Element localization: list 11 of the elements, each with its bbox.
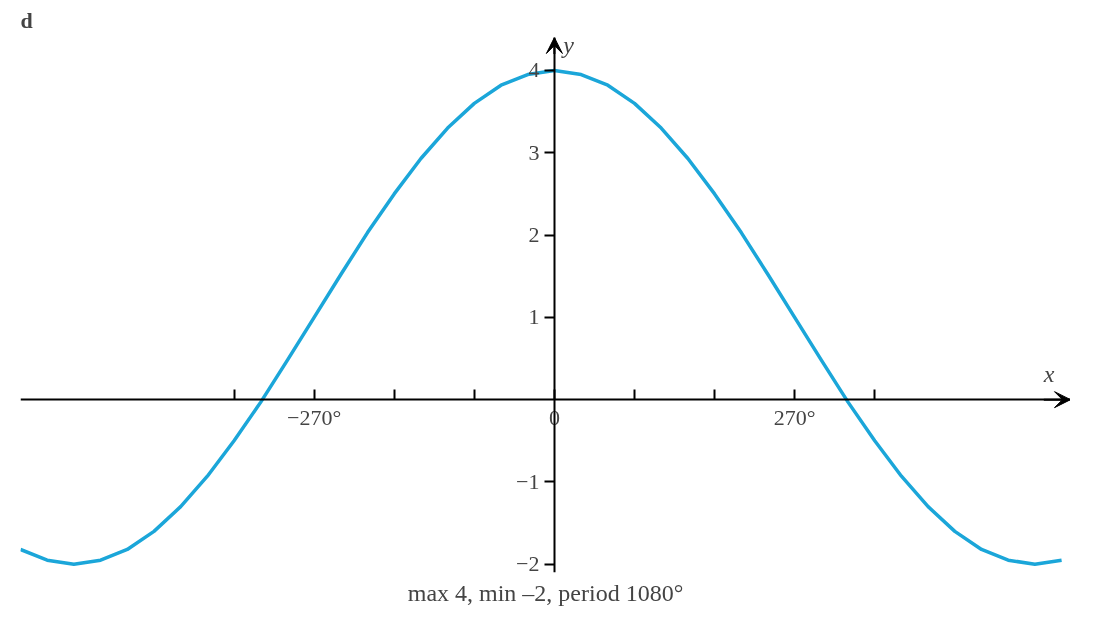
y-tick-label: −1 (515, 468, 540, 494)
y-tick-label: 3 (528, 139, 540, 165)
x-tick-label: 270° (773, 404, 816, 430)
y-tick-label: −2 (515, 551, 540, 577)
y-tick-label: 2 (528, 222, 540, 248)
x-axis-title: x (1042, 361, 1055, 388)
x-tick-label: −270° (287, 404, 342, 430)
chart-title: d (20, 7, 33, 33)
y-tick-label: 1 (528, 304, 540, 330)
text: max 4, min –2, period 1080° (407, 579, 684, 606)
y-axis-title: y (561, 32, 575, 59)
